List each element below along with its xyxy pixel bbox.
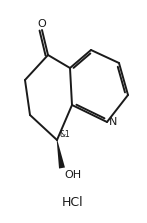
Polygon shape [57,140,65,169]
Text: HCl: HCl [62,196,84,209]
Text: &1: &1 [59,130,70,139]
Text: O: O [38,19,46,29]
Text: OH: OH [64,170,81,180]
Text: N: N [109,117,117,127]
